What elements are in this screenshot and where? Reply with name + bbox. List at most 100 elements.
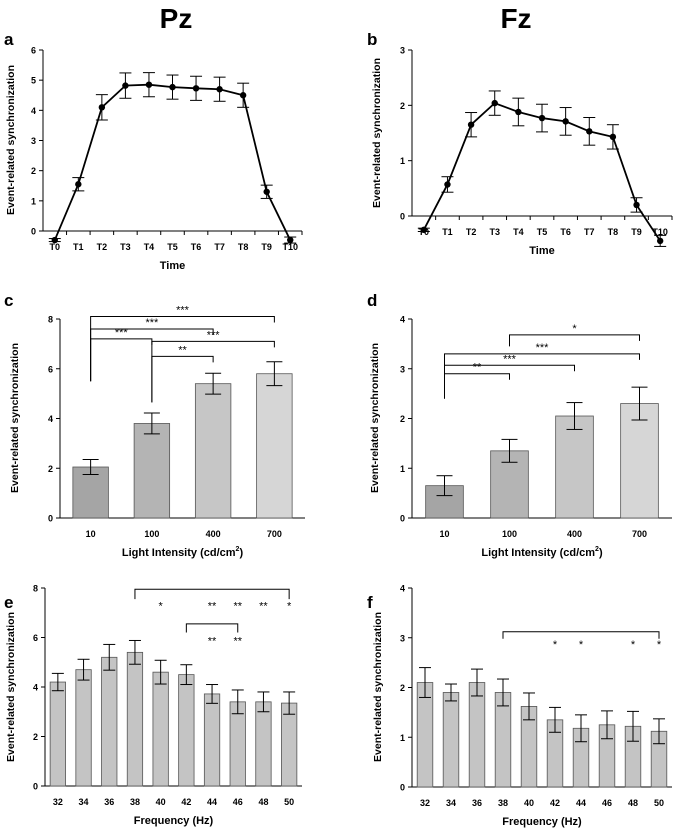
y-tick-label: 5 [31,76,36,86]
bar [256,373,293,519]
significance-label: *** [115,327,129,339]
panel-letter: c [4,291,13,310]
significance-star: ** [208,635,217,647]
bar [126,651,144,787]
bar [620,403,659,519]
bar [468,682,486,788]
x-tick-label: T7 [584,227,595,237]
y-tick-label: 3 [400,364,405,374]
x-axis-title: Time [529,245,554,257]
x-tick-label: 44 [207,797,217,807]
x-tick-label: 36 [472,798,482,808]
y-tick-label: 1 [31,196,36,206]
x-tick-label: 700 [267,529,282,539]
bracket-line [151,355,214,403]
y-axis-title: Event-related synchronization [5,65,17,215]
error-bar [154,659,167,685]
y-tick-label: 8 [33,584,38,594]
error-bar [436,475,453,497]
bar [203,693,221,787]
bracket-line [444,353,640,399]
significance-star: ** [233,635,242,647]
x-tick-label: 46 [233,797,243,807]
y-tick-label: 8 [48,315,53,325]
x-tick-label: 46 [602,798,612,808]
bar [442,692,460,788]
bar [101,656,118,787]
y-tick-label: 0 [31,227,36,237]
x-tick-label: 40 [156,797,166,807]
error-bar [257,691,270,713]
y-tick-label: 0 [48,514,53,524]
panel-letter: e [4,593,13,612]
significance-bracket: * [509,323,640,347]
data-point [145,81,153,88]
significance-bracket: ** [151,344,214,403]
bar [72,466,109,519]
data-point [75,181,82,188]
significance-star: ** [208,601,217,613]
x-tick-label: 700 [632,529,647,539]
panel-letter: b [367,30,377,49]
data-point [609,133,617,141]
error-bar [266,361,283,387]
x-tick-label: 38 [130,797,140,807]
data-point [122,82,129,89]
y-tick-label: 2 [400,683,405,693]
error-bar [205,372,222,395]
y-tick-label: 2 [31,166,36,176]
error-bar [471,668,483,697]
bar [178,674,195,787]
x-tick-label: 100 [144,529,159,539]
panel-letter: f [367,593,373,612]
bar [194,383,232,519]
y-tick-label: 0 [400,212,405,222]
significance-label: *** [176,305,190,317]
x-axis-title-end: ) [599,547,603,559]
y-tick-label: 4 [31,106,36,116]
error-bar [501,438,518,463]
data-point [515,108,522,116]
y-tick-label: 2 [400,414,405,424]
x-tick-label: T9 [261,242,272,252]
x-tick-label: 42 [181,797,191,807]
panel-letter: a [4,30,14,49]
y-tick-label: 4 [48,414,53,424]
data-point [216,86,223,93]
data-point [586,128,593,135]
bracket-line [502,631,660,639]
data-point [287,236,294,244]
y-tick-label: 6 [31,46,36,56]
y-tick-label: 0 [400,514,405,524]
x-tick-label: T2 [97,242,108,252]
x-axis-title-end: ) [239,547,243,559]
bar [255,701,272,787]
y-tick-label: 0 [400,783,405,793]
error-bar [601,710,613,740]
error-bar [77,658,90,681]
x-tick-label: 36 [104,797,114,807]
significance-star: ** [233,601,242,613]
x-tick-label: T6 [191,242,202,252]
significance-star: * [631,639,636,651]
data-point [169,83,176,91]
y-tick-label: 4 [33,683,38,693]
significance-bracket [185,623,239,633]
x-axis-title-sup: 2 [595,546,599,553]
error-bar [627,710,639,742]
x-tick-label: T2 [466,227,477,237]
y-axis-title: Event-related synchronization [5,612,17,762]
series-line [53,83,292,241]
bar [75,669,92,787]
error-bar [497,678,509,707]
bar [494,692,512,788]
bar [229,701,246,787]
data-point [239,92,247,99]
x-tick-label: T10 [652,227,668,237]
x-axis-title: Time [160,260,185,272]
error-bar [523,692,535,721]
x-tick-label: 100 [502,529,517,539]
y-tick-label: 6 [33,633,38,643]
